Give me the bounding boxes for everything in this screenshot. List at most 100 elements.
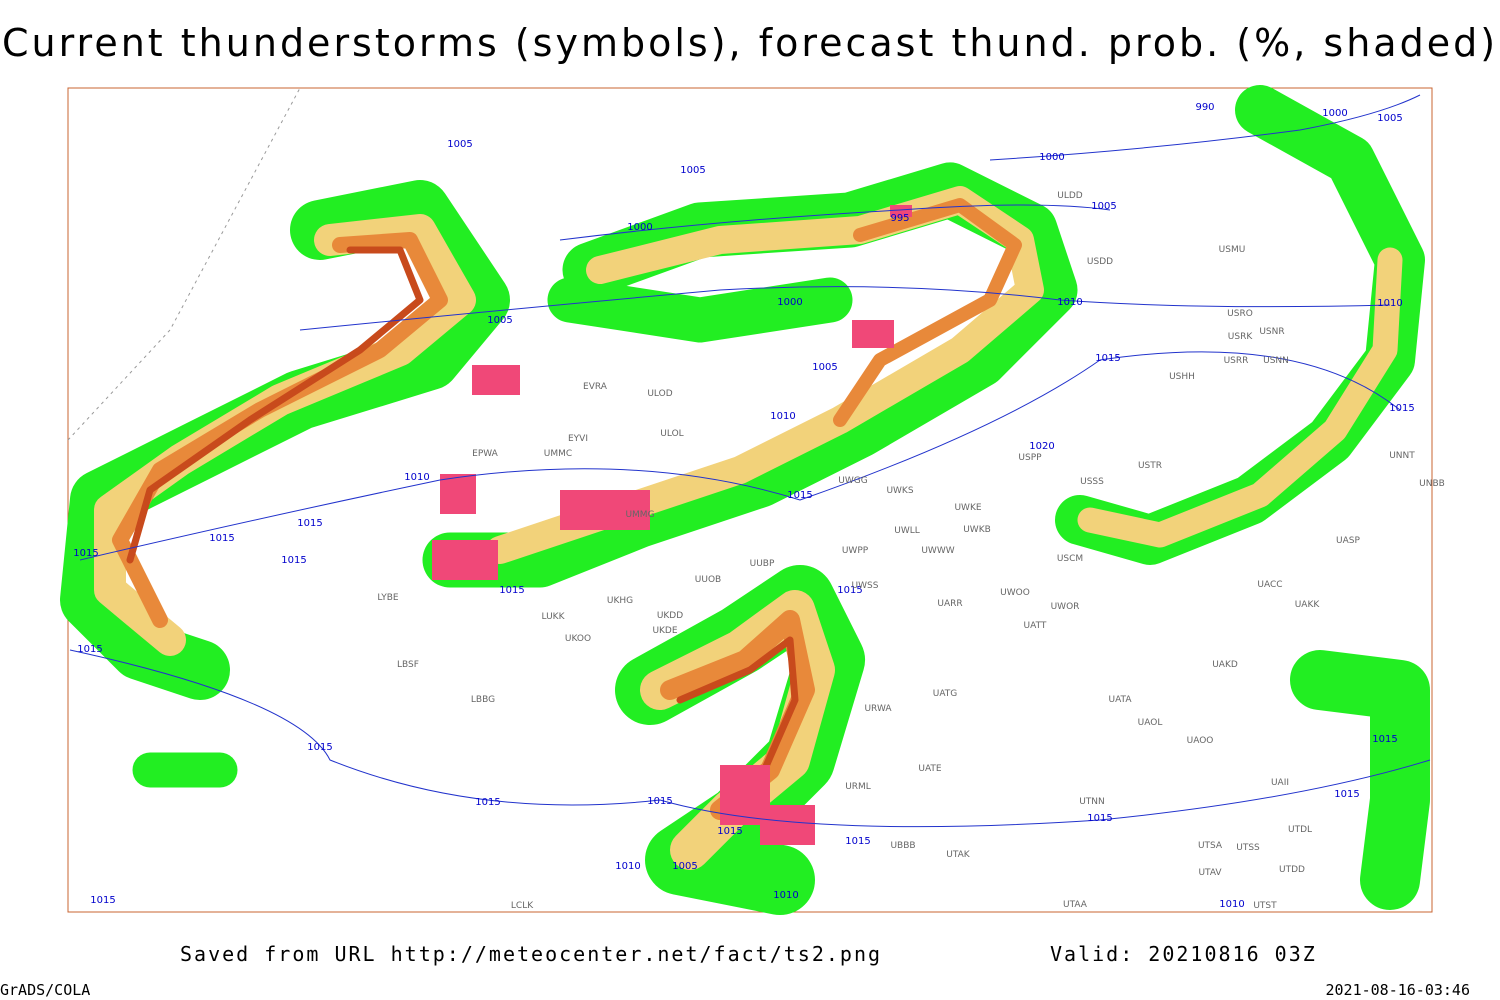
station-label: URML xyxy=(845,782,871,792)
station-label: USPP xyxy=(1018,453,1042,463)
storm-symbol xyxy=(472,365,520,395)
isobar-label: 1000 xyxy=(1322,108,1347,119)
isobar-label: 1005 xyxy=(1091,201,1116,212)
station-label: EVRA xyxy=(583,382,608,392)
station-label: UTSA xyxy=(1198,841,1223,851)
station-label: UKOO xyxy=(565,634,591,644)
station-label: UTNN xyxy=(1079,797,1105,807)
isobar-label: 1015 xyxy=(1372,734,1397,745)
station-label: UWKB xyxy=(963,525,991,535)
shade-band xyxy=(1077,247,1403,548)
station-label: USRO xyxy=(1227,309,1253,319)
station-label: EYVI xyxy=(568,434,588,444)
storm-symbol xyxy=(560,490,650,530)
station-label: UMMC xyxy=(544,449,572,459)
isobar-label: 1015 xyxy=(717,826,742,837)
isobar-label: 1010 xyxy=(773,890,798,901)
isobar-label: 1015 xyxy=(209,533,234,544)
station-label: LUKK xyxy=(542,612,566,622)
station-label: USSS xyxy=(1080,477,1104,487)
shade-band xyxy=(486,186,1044,564)
storm-symbols xyxy=(432,205,912,845)
projection-edge xyxy=(67,87,301,441)
station-label: UWKE xyxy=(954,503,981,513)
station-label: EPWA xyxy=(472,449,499,459)
station-label: USDD xyxy=(1087,257,1113,267)
timestamp: 2021-08-16-03:46 xyxy=(1326,981,1471,999)
station-label: USTR xyxy=(1138,461,1162,471)
storm-symbol xyxy=(440,474,476,514)
station-label: URWA xyxy=(864,704,892,714)
isobar-label: 1015 xyxy=(837,585,862,596)
station-label: USNN xyxy=(1263,356,1289,366)
station-label: UTAK xyxy=(946,850,971,860)
station-label: UWWW xyxy=(921,546,954,556)
station-label: LBBG xyxy=(471,695,495,705)
station-label: UNBB xyxy=(1419,479,1445,489)
station-label: UWOR xyxy=(1051,602,1080,612)
station-label: ULOD xyxy=(647,389,672,399)
station-label: UARR xyxy=(937,599,962,609)
station-label: UMMG xyxy=(625,510,654,520)
station-label: UWGG xyxy=(838,476,867,486)
isobar-label: 1000 xyxy=(627,222,652,233)
station-label: USRK xyxy=(1228,332,1254,342)
station-label: UAOO xyxy=(1187,736,1214,746)
station-label: UTSS xyxy=(1236,843,1260,853)
isobar-label: 1005 xyxy=(447,139,472,150)
shade-band xyxy=(126,246,424,564)
isobar xyxy=(69,649,1431,828)
isobar-label: 1000 xyxy=(1039,152,1064,163)
map-title: Current thunderstorms (symbols), forecas… xyxy=(2,21,1498,65)
isobar-label: 1015 xyxy=(1389,403,1414,414)
station-label: USRR xyxy=(1224,356,1249,366)
storm-symbol xyxy=(852,320,894,348)
isobar-label: 1005 xyxy=(487,315,512,326)
isobar-label: 1010 xyxy=(615,861,640,872)
station-label: LBSF xyxy=(397,660,419,670)
isobar-label: 1010 xyxy=(1219,899,1244,910)
isobar-label: 1015 xyxy=(307,742,332,753)
station-label: UTDD xyxy=(1279,865,1305,875)
isobar-label: 1010 xyxy=(770,411,795,422)
station-label: UATE xyxy=(918,764,942,774)
storm-symbol xyxy=(432,540,498,580)
isobar-label: 1010 xyxy=(1377,298,1402,309)
isobar-label: 1015 xyxy=(297,518,322,529)
station-label: UKDE xyxy=(652,626,677,636)
isobar-label: 1015 xyxy=(77,644,102,655)
station-label: UWSS xyxy=(852,581,879,591)
isobar-label: 995 xyxy=(890,213,909,224)
isobar-label: 1015 xyxy=(845,836,870,847)
shade-band xyxy=(112,232,448,628)
station-label: UACC xyxy=(1257,580,1282,590)
station-label: USCM xyxy=(1057,554,1083,564)
station-label: LCLK xyxy=(511,901,534,911)
station-label: UWOO xyxy=(1000,588,1030,598)
isobar-label: 1005 xyxy=(672,861,697,872)
station-label: UAII xyxy=(1271,778,1289,788)
station-label: UWLL xyxy=(894,526,920,536)
station-label: UUOB xyxy=(695,575,721,585)
map-labels: 1005 1005 1000 995 1000 1005 1005 1010 1010 1015 1… xyxy=(73,102,1445,911)
isobar-label: 1015 xyxy=(1334,789,1359,800)
station-label: UAOL xyxy=(1138,718,1163,728)
isobars xyxy=(69,94,1431,828)
station-label: UBBB xyxy=(890,841,915,851)
station-label: UTST xyxy=(1253,901,1277,911)
station-label: UATA xyxy=(1108,695,1132,705)
station-label: UUBP xyxy=(750,559,775,569)
shade-band xyxy=(833,198,1022,427)
station-label: LYBE xyxy=(377,593,398,603)
station-label: UTAV xyxy=(1198,868,1222,878)
isobar-label: 1005 xyxy=(680,165,705,176)
station-label: UWKS xyxy=(886,486,913,496)
valid-time: Valid: 20210816 03Z xyxy=(1050,942,1317,966)
isobar-label: 1015 xyxy=(499,585,524,596)
station-label: UAKD xyxy=(1212,660,1238,670)
station-label: UATT xyxy=(1024,621,1047,631)
isobar-label: 1015 xyxy=(73,548,98,559)
station-label: UWPP xyxy=(842,546,869,556)
station-label: USNR xyxy=(1259,327,1284,337)
isobar xyxy=(299,286,1391,331)
